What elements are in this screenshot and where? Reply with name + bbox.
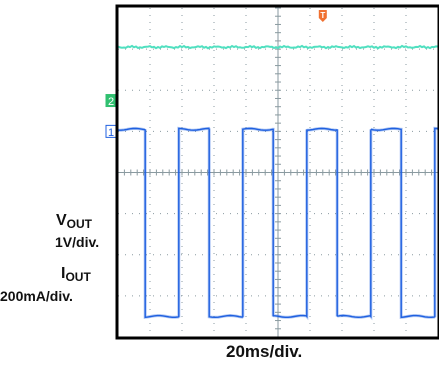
iout-trace-noise bbox=[116, 126, 439, 321]
iout-scale-label: 200mA/div. bbox=[0, 288, 73, 304]
ch1-marker-label: 1 bbox=[108, 127, 114, 139]
channel-markers: 2 1 T bbox=[105, 10, 327, 139]
trigger-marker-label: T bbox=[320, 11, 325, 20]
ch1-ground-marker: 1 bbox=[105, 124, 117, 139]
vout-scale-label: 1V/div. bbox=[55, 234, 100, 250]
iout-trace bbox=[117, 127, 439, 319]
ch2-ground-marker: 2 bbox=[105, 94, 117, 108]
waveform-traces bbox=[116, 44, 439, 321]
trigger-marker: T bbox=[318, 10, 327, 22]
screen-frame bbox=[115, 4, 439, 340]
graticule-grid bbox=[117, 7, 439, 338]
iout-label: IOUT bbox=[61, 265, 91, 284]
vout-trace bbox=[117, 44, 439, 50]
timebase-label: 20ms/div. bbox=[226, 342, 303, 361]
vout-label: VOUT bbox=[56, 212, 93, 231]
trigger-marker-shape bbox=[318, 10, 327, 22]
ch2-marker-label: 2 bbox=[108, 96, 114, 108]
